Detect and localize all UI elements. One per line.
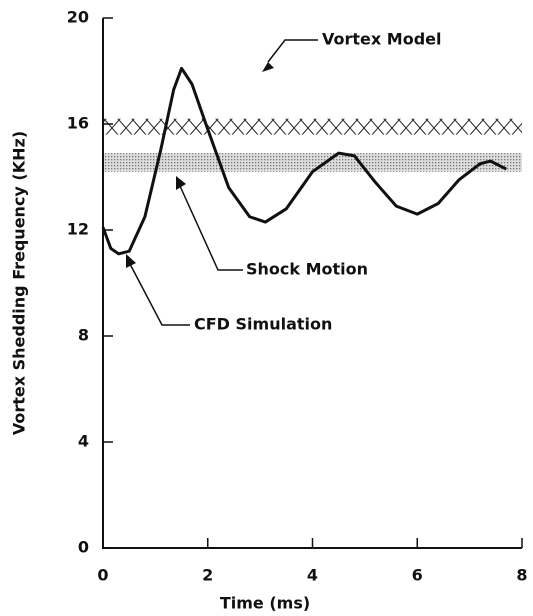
x-tick-label: 2 [202,566,213,585]
y-tick-label: 12 [67,220,89,239]
band [103,153,522,172]
band-label: Vortex Model [322,30,441,49]
y-tick-label: 0 [78,538,89,557]
y-tick-label: 16 [67,114,89,133]
leader [179,185,243,271]
x-tick-label: 8 [516,566,527,585]
band-label: Shock Motion [246,260,368,279]
y-axis-label: Vortex Shedding Frequency (KHz) [10,131,29,435]
x-tick-label: 6 [412,566,423,585]
arrowhead [262,62,274,72]
x-axis-label: Time (ms) [220,594,310,613]
leader [267,39,318,63]
y-tick-label: 20 [67,8,89,27]
x-tick-label: 0 [97,566,108,585]
axes [102,18,522,549]
y-tick-label: 4 [78,432,89,451]
arrowhead [126,254,136,268]
leader [129,263,190,326]
arrowhead [176,176,186,190]
line [101,66,507,256]
y-tick-label: 8 [78,326,89,345]
series-label: CFD Simulation [194,315,332,334]
x-tick-label: 4 [307,566,318,585]
